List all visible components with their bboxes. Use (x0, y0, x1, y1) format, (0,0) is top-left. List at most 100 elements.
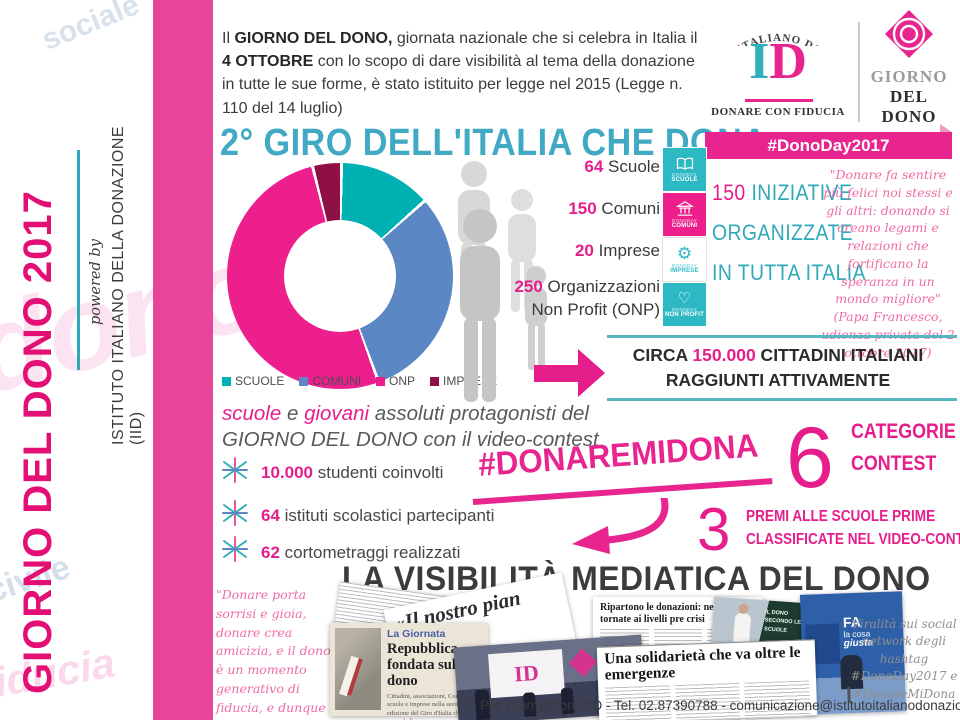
badge-name: COMUNI (671, 223, 698, 229)
iniziative-line1: 150 INIZIATIVE (712, 180, 852, 206)
gdd-logo-line1: GIORNO (870, 67, 948, 86)
tv-caption: IL DONO SECONDO LE SCUOLE (763, 609, 802, 634)
premi-line2: CLASSIFICATE NEL VIDEO-CONTEST (746, 531, 960, 548)
iid-logo-letters: ID (703, 36, 853, 88)
diamond-knot-icon (884, 9, 934, 59)
curved-arrow-icon (572, 498, 669, 554)
categorie-line2: CONTEST (851, 452, 937, 475)
stat-label: Scuole (603, 157, 660, 176)
sidebar-organization: ISTITUTO ITALIANO DELLA DONAZIONE (IID) (110, 125, 145, 445)
intro-bold: 4 OTTOBRE (222, 53, 314, 71)
badge-donoday-scuole: DONODAY SCUOLE (662, 147, 707, 192)
stat-value: 64 (584, 157, 604, 176)
donut-hole (284, 220, 396, 332)
legend-swatch (430, 376, 440, 386)
contest-stat-cortometraggi: 62 cortometraggi realizzati (261, 543, 460, 563)
stat-label: Imprese (593, 241, 660, 260)
asterisk-star-icon (222, 536, 248, 562)
footer-contact-info: Per informazioni: IID - Tel. 02.87390788… (480, 698, 960, 713)
legend-label: ONP (389, 374, 416, 388)
intro-paragraph: Il GIORNO DEL DONO, giornata nazionale c… (222, 27, 704, 120)
reach-value: 150.000 (692, 345, 756, 365)
social-virality-note: Viralità sui social network degli hashta… (850, 617, 958, 701)
protagonisti-text: GIORNO DEL DONO con il video-contest (222, 428, 599, 452)
reach-text: RAGGIUNTI ATTIVAMENTE (665, 369, 891, 390)
premi-line1: PREMI ALLE SCUOLE PRIME (746, 508, 936, 525)
legend-swatch (376, 376, 386, 386)
divider-line (607, 335, 957, 338)
pope-photo (335, 628, 381, 710)
stat-value: 20 (574, 241, 594, 260)
sidebar-title: GIORNO DEL DONO 2017 (16, 190, 60, 694)
bank-icon (675, 201, 694, 216)
contest-stat-label: istituti scolastici partecipanti (279, 506, 495, 525)
legend-swatch (299, 376, 309, 386)
clipping-body: Cittadini, associazioni, Comuni, scuole … (387, 692, 478, 720)
stat-scuole: 64 Scuole (455, 157, 660, 177)
iid-letter-i: I (749, 33, 770, 90)
clipping-headline: Repubblica fondata sul dono (387, 641, 458, 689)
contest-stat-label: cortometraggi realizzati (279, 543, 461, 562)
contest-stat-value: 62 (261, 543, 280, 562)
sidebar-pink-bar (153, 0, 213, 720)
stat-imprese: 20 Imprese (455, 241, 660, 261)
contest-stat-value: 64 (261, 506, 280, 525)
quote-papa-francesco: "Donare fa sentire più felici noi stessi… (818, 166, 958, 361)
legend-label: SCUOLE (235, 374, 285, 388)
clipping-kicker: La Giornata (387, 628, 446, 640)
stat-onp: 250 Organizzazioni Non Profit (ONP) (455, 276, 660, 322)
clipping-headline: Ripartono le donazioni: nel 2016 tornate… (600, 602, 739, 625)
gears-icon: ⚙ (676, 244, 693, 263)
iid-logo-underline (745, 99, 813, 102)
contest-stat-label: studenti coinvolti (313, 463, 444, 482)
iniziative-line3: IN TUTTA ITALIA (712, 260, 866, 285)
quote-text: "Donare porta sorrisi e gioia, donare cr… (216, 587, 331, 720)
protagonisti-caption: scuole e giovani assoluti protagonisti d… (222, 401, 599, 453)
badge-name: IMPRESE (670, 268, 699, 274)
reach-text: CITTADINI ITALIANI (755, 345, 924, 365)
premi-number: 3 (697, 496, 731, 563)
contest-stat-value: 10.000 (261, 463, 313, 482)
categorie-number: 6 (786, 410, 834, 506)
badge-small-label: DONODAY (671, 172, 698, 177)
badge-name: SCUOLE (671, 177, 698, 183)
categorie-line1: CATEGORIE (851, 420, 956, 443)
donoday-ribbon: #DonoDay2017 (705, 124, 952, 159)
stat-value: 250 (514, 277, 543, 296)
stat-label: Non Profit (ONP) (531, 299, 660, 319)
protagonisti-text: assoluti protagonisti del (369, 402, 589, 425)
powered-by-label: powered by (88, 239, 104, 325)
badge-donoday-imprese: ⚙ DONODAY IMPRESE (662, 237, 707, 282)
stat-label: Organizzazioni (542, 277, 660, 296)
intro-text: Il (222, 30, 235, 47)
reach-text: CIRCA (632, 345, 693, 365)
asterisk-star-icon (222, 457, 248, 483)
quote-text: "Donare fa sentire più felici noi stessi… (823, 167, 953, 307)
badge-donoday-comuni: DONODAY COMUNI (662, 192, 707, 237)
heart-icon: ♡ (677, 290, 692, 307)
contest-stat-studenti: 10.000 studenti coinvolti (261, 463, 443, 483)
protagonisti-highlight: giovani (304, 402, 370, 425)
iniziative-word: INIZIATIVE (745, 180, 853, 205)
legend-swatch (222, 376, 231, 386)
donut-chart (227, 163, 453, 389)
badge-small-label: DONODAY (671, 218, 698, 223)
badge-small-label: DONODAY (671, 263, 698, 268)
book-icon (676, 157, 693, 170)
stat-label: Comuni (596, 199, 660, 218)
sidebar-divider-line (77, 150, 80, 370)
reach-statement: CIRCA 150.000 CITTADINI ITALIANI RAGGIUN… (612, 343, 944, 392)
family-silhouettes-icon (458, 161, 547, 402)
stat-comuni: 150 Comuni (455, 199, 660, 219)
quote-mattarella: "Donare porta sorrisi e gioia, donare cr… (216, 586, 338, 720)
protagonisti-text: e (281, 402, 305, 425)
legend-item: COMUNI (299, 374, 361, 388)
iniziative-line2: ORGANIZZATE (712, 220, 854, 245)
divider-line (607, 398, 957, 401)
gdd-logo-line2: DEL DONO (881, 87, 937, 126)
stage-screen-logo: ID (513, 659, 540, 687)
iid-logo-arc: ISTITUTO ITALIANO DONAZIONE (703, 32, 853, 46)
giorno-del-dono-logo: GIORNO DEL DONO (864, 8, 954, 127)
contest-stat-istituti: 64 istituti scolastici partecipanti (261, 506, 494, 526)
